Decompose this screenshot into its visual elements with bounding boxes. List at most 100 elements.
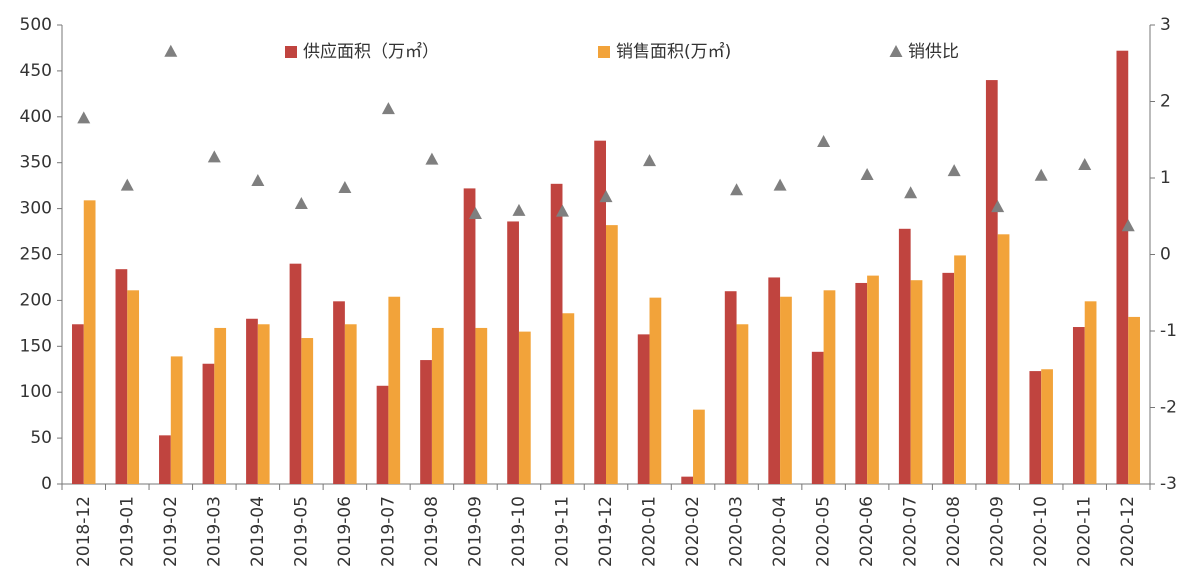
x-tick-label: 2020-09 <box>988 496 1008 567</box>
legend-label: 销供比 <box>908 42 959 62</box>
x-tick-label: 2020-03 <box>727 496 747 567</box>
bar <box>942 272 955 484</box>
bar <box>214 327 227 484</box>
x-tick-label: 2018-12 <box>74 496 94 567</box>
x-tick-label: 2019-08 <box>422 496 442 567</box>
marker <box>555 204 569 217</box>
bar <box>997 234 1010 484</box>
bar <box>507 221 519 484</box>
bar <box>344 324 357 484</box>
y2-tick-label: 1 <box>1160 168 1171 188</box>
x-tick-label: 2020-08 <box>944 496 964 567</box>
x-tick-label: 2020-10 <box>1031 496 1051 567</box>
marker <box>1121 219 1135 232</box>
y-tick-label: 100 <box>20 382 52 402</box>
x-tick-label: 2020-12 <box>1118 496 1138 567</box>
bar <box>431 327 444 484</box>
bar <box>170 356 183 484</box>
bar <box>1116 50 1129 484</box>
x-tick-label: 2020-01 <box>640 496 660 567</box>
bar <box>420 360 432 484</box>
bar <box>768 277 781 484</box>
marker <box>860 167 874 180</box>
marker <box>120 178 134 191</box>
x-tick-label: 2019-12 <box>596 496 616 567</box>
marker <box>512 203 526 216</box>
marker <box>164 44 178 57</box>
y-tick-label: 350 <box>20 153 52 173</box>
x-tick-label: 2020-06 <box>857 496 877 567</box>
legend-swatch <box>285 46 297 58</box>
y2-tick-label: -2 <box>1160 398 1177 418</box>
marker <box>773 178 787 191</box>
bar <box>159 435 171 484</box>
y2-tick-label: 2 <box>1160 92 1171 112</box>
bar <box>910 280 923 484</box>
x-tick-label: 2019-11 <box>552 496 572 567</box>
legend-swatch <box>598 46 610 58</box>
marker <box>425 152 439 165</box>
y-tick-label: 250 <box>20 245 52 265</box>
x-tick-label: 2020-07 <box>901 496 921 567</box>
bar <box>594 140 606 484</box>
marker <box>1034 168 1048 181</box>
bar <box>954 255 966 484</box>
bar <box>333 301 345 484</box>
bar <box>681 476 694 484</box>
y-tick-label: 500 <box>20 15 52 35</box>
x-tick-label: 2019-10 <box>509 496 529 567</box>
marker <box>294 197 308 210</box>
bar <box>202 363 215 484</box>
marker <box>947 164 961 177</box>
bar <box>985 80 998 484</box>
x-tick-label: 2019-07 <box>378 496 398 567</box>
bar <box>463 188 476 485</box>
bar <box>115 269 128 484</box>
bar <box>724 291 737 484</box>
y2-tick-label: 3 <box>1160 15 1171 35</box>
y-tick-label: 0 <box>41 474 52 494</box>
bar <box>550 183 563 484</box>
x-tick-label: 2019-09 <box>465 496 485 567</box>
marker <box>77 111 91 124</box>
bar <box>562 313 575 484</box>
bar <box>1072 327 1085 484</box>
x-tick-label: 2019-04 <box>248 496 268 567</box>
bar <box>606 225 618 484</box>
marker <box>381 102 395 115</box>
bar <box>83 200 96 484</box>
bar <box>1041 369 1053 484</box>
marker <box>730 183 744 196</box>
legend-label: 供应面积（万㎡） <box>303 42 439 62</box>
bar <box>257 324 270 484</box>
x-tick-label: 2019-06 <box>335 496 355 567</box>
bar <box>823 290 836 484</box>
y-tick-label: 400 <box>20 107 52 127</box>
bar <box>475 327 488 484</box>
x-tick-label: 2020-02 <box>683 496 703 567</box>
bar <box>1084 301 1097 484</box>
bar <box>376 385 389 484</box>
x-tick-label: 2020-05 <box>814 496 834 567</box>
bar <box>637 334 650 484</box>
x-tick-label: 2019-03 <box>204 496 224 567</box>
marker <box>338 180 352 193</box>
x-tick-label: 2019-02 <box>161 496 181 567</box>
marker <box>599 190 613 203</box>
bar <box>867 275 879 484</box>
y-tick-label: 50 <box>30 428 52 448</box>
y2-tick-label: -1 <box>1160 321 1177 341</box>
x-tick-label: 2020-04 <box>770 496 790 567</box>
marker <box>1078 157 1092 170</box>
legend-label: 销售面积(万㎡) <box>616 42 731 62</box>
y2-tick-label: -3 <box>1160 474 1177 494</box>
bar <box>388 296 401 484</box>
y-tick-label: 300 <box>20 199 52 219</box>
y-tick-label: 150 <box>20 336 52 356</box>
bar <box>898 228 911 484</box>
bar <box>1128 316 1140 484</box>
bar <box>1029 371 1042 484</box>
x-tick-label: 2019-05 <box>291 496 311 567</box>
bar <box>780 296 792 484</box>
